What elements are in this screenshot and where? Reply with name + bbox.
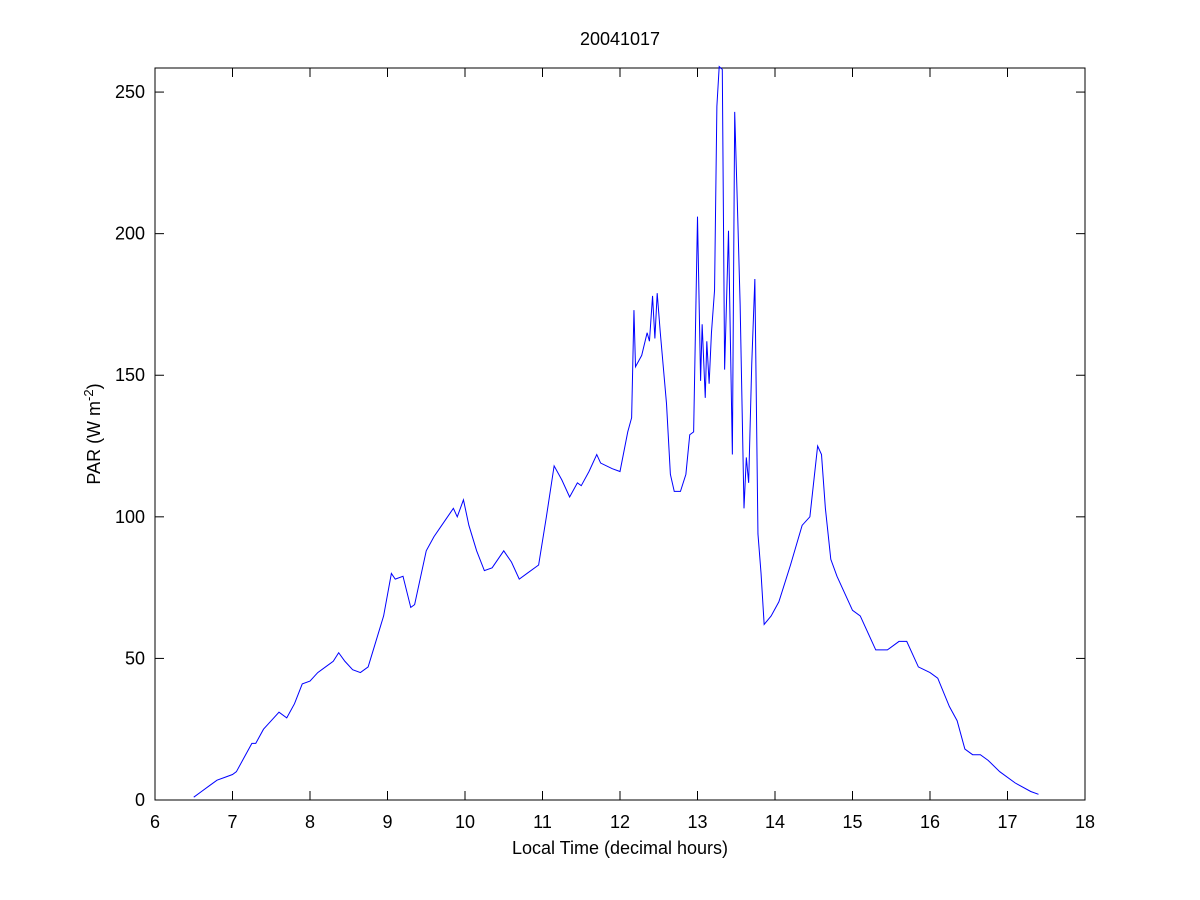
x-tick-label: 18 xyxy=(1075,812,1095,832)
y-tick-label: 150 xyxy=(115,365,145,385)
x-tick-label: 10 xyxy=(455,812,475,832)
chart-title: 20041017 xyxy=(580,29,660,49)
y-tick-label: 50 xyxy=(125,648,145,668)
x-tick-label: 12 xyxy=(610,812,630,832)
x-tick-label: 11 xyxy=(533,812,552,832)
x-tick-label: 6 xyxy=(150,812,160,832)
y-tick-label: 100 xyxy=(115,507,145,527)
x-tick-label: 15 xyxy=(842,812,862,832)
x-tick-label: 13 xyxy=(687,812,707,832)
x-axis-label: Local Time (decimal hours) xyxy=(512,838,728,858)
y-axis-label: PAR (W m-2) xyxy=(81,383,104,484)
y-tick-label: 250 xyxy=(115,82,145,102)
data-line xyxy=(193,65,1039,798)
x-tick-label: 8 xyxy=(305,812,315,832)
y-tick-label: 0 xyxy=(135,790,145,810)
x-tick-label: 9 xyxy=(382,812,392,832)
y-label-superscript: -2 xyxy=(81,389,96,401)
y-label-text: PAR (W m xyxy=(84,401,104,485)
x-tick-label: 14 xyxy=(765,812,785,832)
y-tick-label: 200 xyxy=(115,224,145,244)
y-label-text: ) xyxy=(84,383,104,389)
x-tick-label: 17 xyxy=(997,812,1017,832)
x-tick-label: 16 xyxy=(920,812,940,832)
x-tick-label: 7 xyxy=(227,812,237,832)
